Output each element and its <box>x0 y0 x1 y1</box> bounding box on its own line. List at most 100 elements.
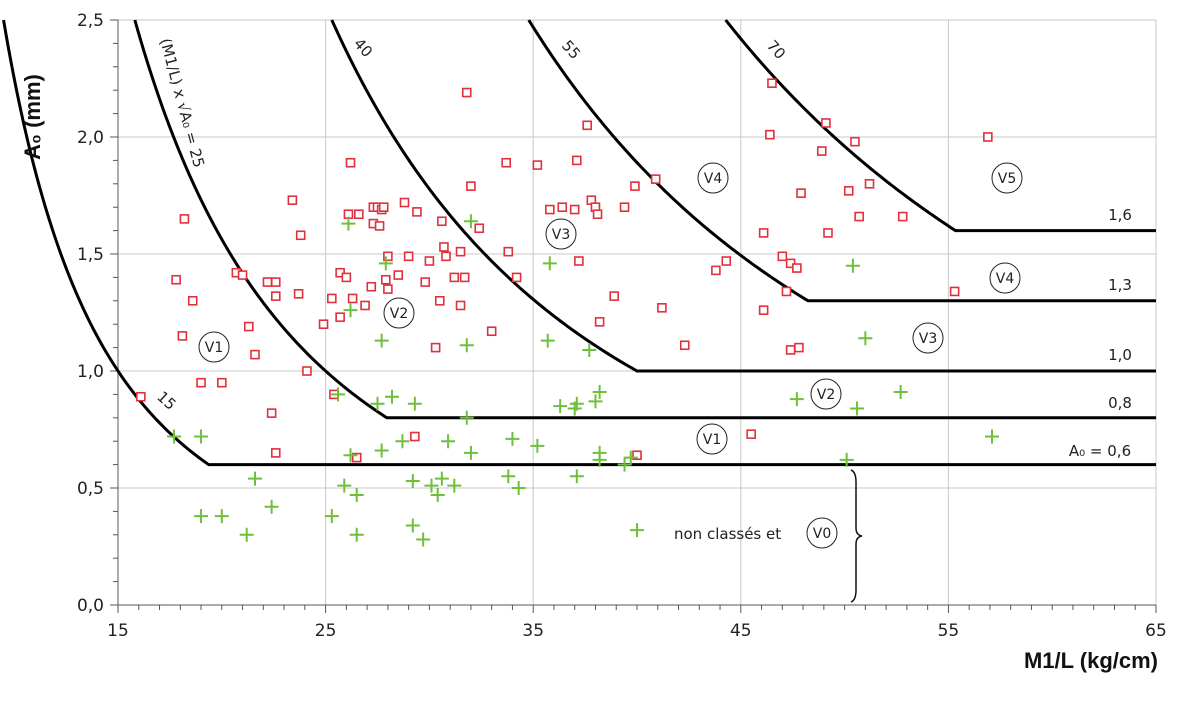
class-badge-circle <box>383 297 415 329</box>
classed-point <box>345 157 356 168</box>
unclassed-point <box>845 258 860 273</box>
classed-point <box>796 188 806 198</box>
unclassed-point <box>582 342 597 357</box>
class-badge-label: V5 <box>998 171 1016 187</box>
classed-point <box>270 277 281 287</box>
classed-point <box>592 209 603 220</box>
class-badge: V2 <box>810 378 842 410</box>
class-badge: V1 <box>198 331 230 363</box>
class-badge: V5 <box>991 162 1023 194</box>
class-badge-label: V3 <box>552 227 570 243</box>
classed-point <box>177 331 188 341</box>
unclassed-point <box>167 429 182 444</box>
classed-point <box>609 291 619 301</box>
unclassed-point <box>623 450 638 465</box>
unclassed-point <box>617 457 632 472</box>
class-badge: V2 <box>383 297 415 329</box>
classed-point <box>374 221 385 231</box>
unclassed-point <box>343 303 358 318</box>
classed-point <box>721 256 732 266</box>
unclassed-point <box>588 394 603 409</box>
classed-point <box>439 242 449 252</box>
threshold-curve <box>330 19 1156 373</box>
class-badge-circle <box>912 322 944 354</box>
classed-point <box>393 270 404 280</box>
classed-point <box>486 326 497 337</box>
x-tick-label: 15 <box>107 621 129 641</box>
classed-point <box>237 270 248 280</box>
unclassed-point <box>424 478 439 493</box>
class-badge: V0 <box>806 517 838 549</box>
classed-point <box>511 272 522 283</box>
curve-label: 40 <box>350 35 376 61</box>
unclassed-point <box>463 445 478 460</box>
curve-label: 55 <box>558 37 584 63</box>
unclassed-point <box>337 478 352 493</box>
data-points <box>136 78 999 547</box>
unclassed-point <box>194 509 209 524</box>
class-badge-label: V1 <box>205 340 223 356</box>
classed-point <box>843 186 854 196</box>
unclassed-point <box>592 385 607 400</box>
unclassed-point <box>434 471 449 486</box>
unclassed-point <box>459 338 474 353</box>
classed-point <box>474 223 485 234</box>
unclassed-point <box>501 469 516 484</box>
classed-point <box>545 204 555 215</box>
class-badge-label: V0 <box>813 526 831 542</box>
classed-point <box>794 342 804 353</box>
unclassed-point <box>850 401 865 416</box>
class-badge: V3 <box>545 218 577 250</box>
unclassed-point <box>893 385 908 400</box>
unclassed-point <box>459 410 474 425</box>
unclassed-point <box>405 473 420 488</box>
classed-point <box>441 251 451 262</box>
x-tick-label: 45 <box>730 621 752 641</box>
classed-point <box>327 293 337 304</box>
unclassed-point <box>343 448 358 463</box>
unclassed-point <box>370 396 385 411</box>
classed-point <box>187 295 198 306</box>
unclassed-point <box>374 333 389 348</box>
classed-point <box>420 277 431 287</box>
classed-point <box>293 288 304 299</box>
classed-point <box>383 251 393 262</box>
curve-label: 70 <box>763 37 789 63</box>
classed-point <box>383 284 393 294</box>
unclassed-point <box>553 399 568 414</box>
y-tick-label: 0,0 <box>77 596 104 616</box>
classed-point <box>354 209 364 220</box>
unclassed-point <box>505 431 520 446</box>
brace <box>850 469 863 603</box>
classed-point <box>594 317 605 327</box>
unclassed-point <box>416 532 431 547</box>
class-badge-circle <box>697 162 729 194</box>
threshold-curve <box>2 19 1156 467</box>
unclassed-point <box>349 527 364 542</box>
unclassed-point <box>407 396 422 411</box>
grid <box>117 19 1157 606</box>
classed-point <box>758 305 769 315</box>
threshold-curve <box>133 19 1156 420</box>
classed-point <box>758 228 769 238</box>
class-badge-label: V4 <box>704 171 723 187</box>
classed-point <box>295 230 306 241</box>
classed-point <box>171 274 181 285</box>
unclassed-point <box>858 331 873 346</box>
chart-labels: (M1/L) x √A₀ = 25 40 55 70 15 1,6 1,3 1,0 0,8 A₀ … <box>153 35 1132 603</box>
classed-point <box>270 291 281 301</box>
classed-point <box>571 155 582 166</box>
classed-point <box>503 246 514 257</box>
classed-point <box>897 211 908 222</box>
unclassed-point <box>214 509 229 524</box>
unclassed-point <box>592 452 607 467</box>
threshold-curve <box>527 19 1156 303</box>
level-label: 1,0 <box>1108 346 1132 364</box>
unclassed-point <box>569 396 584 411</box>
classed-point <box>341 272 352 283</box>
classed-point <box>823 228 833 238</box>
classed-point <box>434 295 445 306</box>
classed-point <box>711 265 721 276</box>
classed-point <box>318 319 329 330</box>
unclassed-point <box>430 488 445 503</box>
